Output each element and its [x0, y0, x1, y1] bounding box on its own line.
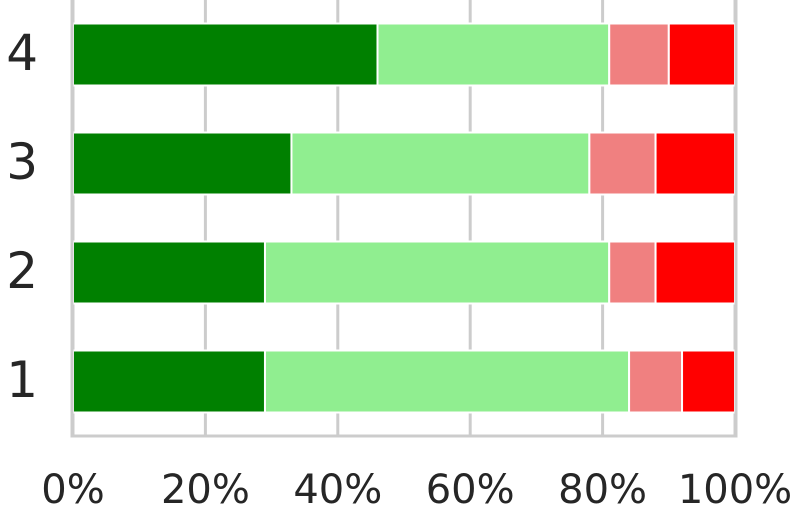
plot-frame	[70, 0, 738, 438]
bar-segment	[588, 131, 657, 196]
x-tick-label: 60%	[426, 467, 515, 513]
bar-segment	[263, 349, 631, 414]
bar-segment	[72, 240, 266, 305]
bar-segment	[376, 22, 611, 87]
y-tick-label: 4	[6, 24, 38, 82]
bar-segment	[654, 131, 736, 196]
bar-segment	[681, 349, 736, 414]
x-tick-label: 40%	[293, 467, 382, 513]
x-tick-label: 100%	[678, 467, 792, 513]
y-tick-label: 1	[6, 351, 38, 409]
bar-segment	[654, 240, 736, 305]
bar-segment	[290, 131, 591, 196]
x-tick-label: 0%	[41, 467, 104, 513]
bar-segment	[72, 349, 266, 414]
bar-segment	[628, 349, 684, 414]
bar-segment	[72, 131, 293, 196]
x-tick-label: 20%	[161, 467, 250, 513]
bar-segment	[608, 22, 670, 87]
y-tick-label: 3	[6, 133, 38, 191]
bar-segment	[263, 240, 611, 305]
bar-segment	[667, 22, 736, 87]
bar-segment	[72, 22, 379, 87]
x-tick-label: 80%	[558, 467, 647, 513]
y-tick-label: 2	[6, 242, 38, 300]
bar-segment	[608, 240, 657, 305]
